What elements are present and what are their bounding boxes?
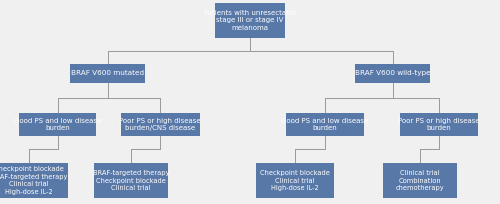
Text: Poor PS or high disease
burden/CNS disease: Poor PS or high disease burden/CNS disea… [119,118,201,131]
FancyBboxPatch shape [70,64,145,83]
FancyBboxPatch shape [400,113,478,136]
FancyBboxPatch shape [0,163,68,198]
Text: Good PS and low disease
burden: Good PS and low disease burden [14,118,101,131]
Text: BRAF V600 mutated: BRAF V600 mutated [71,70,144,76]
FancyBboxPatch shape [383,163,457,198]
FancyBboxPatch shape [94,163,168,198]
FancyBboxPatch shape [215,3,285,38]
FancyBboxPatch shape [120,113,200,136]
Text: Poor PS or high disease
burden: Poor PS or high disease burden [398,118,480,131]
Text: Good PS and low disease
burden: Good PS and low disease burden [282,118,368,131]
Text: Patients with unresectable
stage III or stage IV
melanoma: Patients with unresectable stage III or … [204,10,296,31]
FancyBboxPatch shape [256,163,334,198]
Text: BRAF V600 wild-type: BRAF V600 wild-type [354,70,430,76]
FancyBboxPatch shape [19,113,96,136]
Text: Clinical trial
Combination
chemotherapy: Clinical trial Combination chemotherapy [396,170,444,191]
Text: Checkpoint blockade
Clinical trial
High-dose IL-2: Checkpoint blockade Clinical trial High-… [260,170,330,191]
FancyBboxPatch shape [286,113,364,136]
Text: BRAF-targeted therapy
Checkpoint blockade
Clinical trial: BRAF-targeted therapy Checkpoint blockad… [93,170,169,191]
Text: Checkpoint blockade
BRAF-targeted therapy
Clinical trial
High-dose IL-2: Checkpoint blockade BRAF-targeted therap… [0,166,67,195]
FancyBboxPatch shape [355,64,430,83]
